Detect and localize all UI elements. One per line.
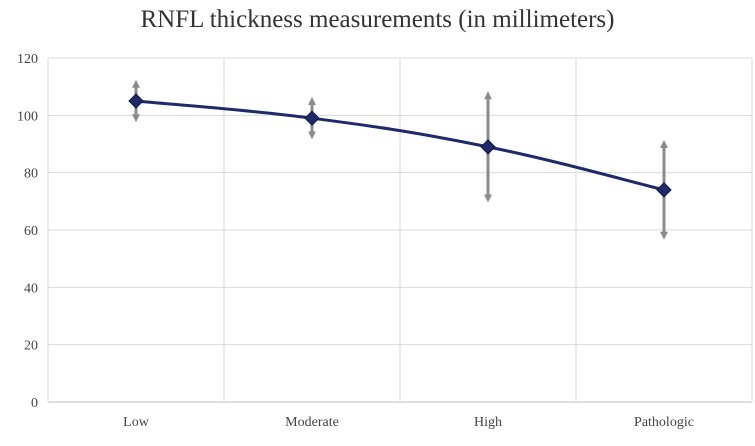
data-point-marker — [128, 93, 144, 109]
chart-title: RNFL thickness measurements (in millimet… — [140, 6, 615, 33]
series-line — [135, 99, 665, 192]
y-tick-label: 100 — [17, 109, 38, 124]
x-tick-label: Low — [123, 415, 150, 430]
y-tick-label: 20 — [24, 339, 38, 354]
data-point-marker — [480, 139, 496, 155]
data-point-marker — [304, 110, 320, 126]
x-tick-label: High — [474, 415, 502, 430]
x-tick-label: Pathologic — [634, 415, 694, 430]
y-tick-label: 60 — [24, 224, 38, 239]
y-tick-label: 40 — [24, 281, 38, 296]
y-tick-label: 0 — [31, 396, 38, 411]
data-point-marker — [656, 182, 672, 198]
y-tick-label: 120 — [17, 52, 38, 67]
y-tick-label: 80 — [24, 167, 38, 182]
x-tick-label: Moderate — [285, 415, 339, 430]
